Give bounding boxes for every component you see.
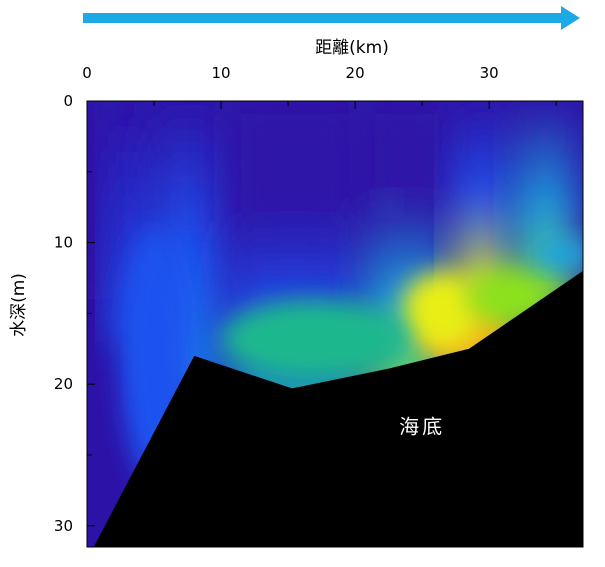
x-axis: 0 10 20 30 xyxy=(82,64,557,109)
plot-area xyxy=(87,101,583,547)
y-axis-title: 水深(m) xyxy=(9,273,29,337)
y-tick-label: 10 xyxy=(54,234,73,252)
direction-arrow-shaft xyxy=(83,13,565,23)
direction-arrow xyxy=(83,6,580,30)
y-tick-label: 30 xyxy=(54,517,73,535)
concentration-field xyxy=(87,101,583,484)
x-tick-label: 20 xyxy=(346,64,365,82)
y-tick-label: 0 xyxy=(63,92,73,110)
x-tick-label: 30 xyxy=(480,64,499,82)
seabed xyxy=(93,270,583,547)
plot-frame xyxy=(86,100,584,548)
x-tick-label: 10 xyxy=(212,64,231,82)
field-patch xyxy=(402,270,483,351)
x-tick-label: 0 xyxy=(82,64,92,82)
seabed-label: 海底 xyxy=(399,415,445,439)
field-patch xyxy=(377,194,397,212)
direction-arrow-head xyxy=(561,6,580,30)
field-column xyxy=(87,101,108,300)
field-patch xyxy=(533,238,583,270)
x-axis-title: 距離(km) xyxy=(315,38,389,58)
field-patch xyxy=(221,299,409,379)
y-axis: 0 10 20 30 xyxy=(54,92,95,535)
y-tick-label: 20 xyxy=(54,375,73,393)
